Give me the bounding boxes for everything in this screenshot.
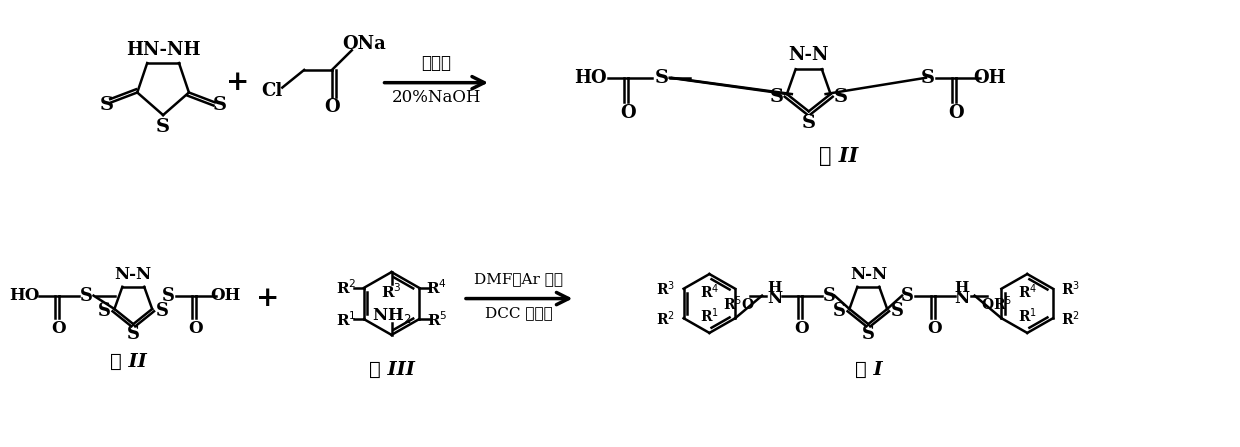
Text: S: S [126, 325, 140, 343]
Text: +: + [226, 69, 249, 96]
Text: OH: OH [211, 287, 241, 304]
Text: HO: HO [9, 287, 40, 304]
Text: S: S [770, 88, 784, 106]
Text: O: O [620, 104, 636, 122]
Text: H: H [768, 281, 782, 295]
Text: OH: OH [973, 69, 1006, 87]
Text: R$^4$: R$^4$ [699, 283, 719, 301]
Text: DCC 脱水剂: DCC 脱水剂 [485, 306, 553, 320]
Text: S: S [156, 118, 170, 136]
Text: S: S [921, 69, 935, 87]
Text: 式 II: 式 II [110, 354, 146, 371]
Text: OR$^5$: OR$^5$ [981, 294, 1012, 313]
Text: S: S [833, 88, 847, 106]
Text: O: O [52, 320, 66, 337]
Text: S: S [655, 69, 668, 87]
Text: S: S [98, 302, 112, 320]
Text: S: S [890, 302, 904, 320]
Text: R$^1$: R$^1$ [336, 310, 356, 329]
Text: N: N [954, 290, 970, 307]
Text: S: S [833, 302, 846, 320]
Text: N-N: N-N [789, 46, 830, 64]
Text: R$^3$: R$^3$ [381, 283, 402, 301]
Text: S: S [81, 287, 93, 304]
Text: HO: HO [574, 69, 606, 87]
Text: HN-NH: HN-NH [125, 41, 201, 59]
Text: S: S [99, 96, 114, 114]
Text: N-N: N-N [849, 266, 887, 283]
Text: R$^3$: R$^3$ [1061, 279, 1080, 298]
Text: 式 III: 式 III [368, 361, 414, 379]
Text: +: + [255, 285, 279, 312]
Text: S: S [862, 325, 874, 343]
Text: O: O [795, 320, 808, 337]
Text: N: N [768, 290, 782, 307]
Text: NH$_2$: NH$_2$ [372, 306, 412, 325]
Text: DMF，Ar 保护: DMF，Ar 保护 [474, 272, 563, 286]
Text: R$^4$: R$^4$ [427, 278, 448, 297]
Text: R$^4$: R$^4$ [1018, 283, 1037, 301]
Text: 式 I: 式 I [854, 361, 882, 379]
Text: R$^5$O: R$^5$O [723, 294, 755, 313]
Text: 式 II: 式 II [818, 146, 858, 166]
Text: O: O [324, 98, 340, 116]
Text: O: O [188, 320, 203, 337]
Text: 浓盐酸: 浓盐酸 [422, 55, 451, 72]
Text: R$^2$: R$^2$ [1061, 309, 1080, 328]
Text: N-N: N-N [115, 266, 151, 283]
Text: R$^3$: R$^3$ [656, 279, 676, 298]
Text: O: O [928, 320, 942, 337]
Text: S: S [802, 114, 816, 132]
Text: H: H [955, 281, 968, 295]
Text: R$^2$: R$^2$ [336, 278, 356, 297]
Text: R$^1$: R$^1$ [1018, 306, 1037, 325]
Text: O: O [947, 104, 963, 122]
Text: 20%NaOH: 20%NaOH [392, 89, 481, 106]
Text: Cl: Cl [262, 81, 283, 100]
Text: S: S [823, 287, 836, 304]
Text: R$^1$: R$^1$ [699, 306, 719, 325]
Text: R$^5$: R$^5$ [427, 310, 448, 329]
Text: S: S [155, 302, 169, 320]
Text: S: S [900, 287, 914, 304]
Text: ONa: ONa [342, 35, 386, 53]
Text: S: S [161, 287, 175, 304]
Text: R$^2$: R$^2$ [656, 309, 675, 328]
Text: S: S [213, 96, 227, 114]
